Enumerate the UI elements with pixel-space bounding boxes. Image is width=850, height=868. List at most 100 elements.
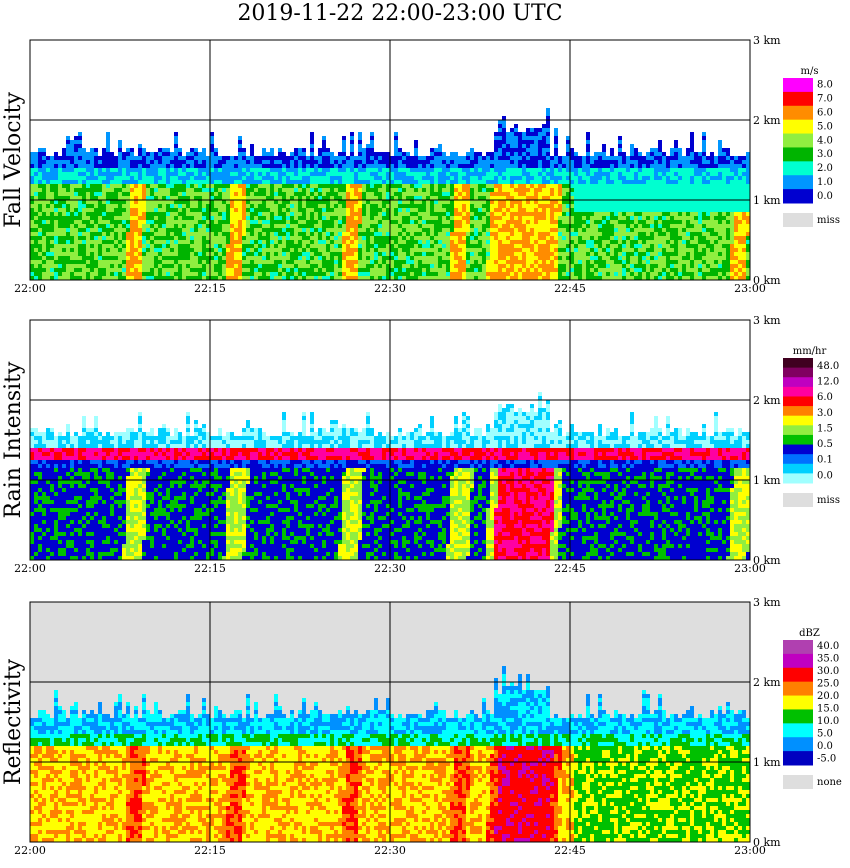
heatmap-cell xyxy=(202,260,206,264)
heatmap-cell xyxy=(394,144,398,148)
heatmap-cell xyxy=(474,164,478,168)
heatmap-cell xyxy=(470,276,474,280)
heatmap-cell xyxy=(242,220,246,224)
heatmap-cell xyxy=(558,208,562,212)
heatmap-cell xyxy=(306,220,310,224)
heatmap-cell xyxy=(126,216,130,220)
heatmap-cell xyxy=(474,168,478,172)
heatmap-cell xyxy=(214,164,218,168)
heatmap-cell xyxy=(342,268,346,272)
heatmap-cell xyxy=(626,236,630,240)
heatmap-cell xyxy=(270,232,274,236)
heatmap-cell xyxy=(74,188,78,192)
heatmap-cell xyxy=(414,240,418,244)
heatmap-cell xyxy=(242,232,246,236)
heatmap-cell xyxy=(86,220,90,224)
heatmap-cell xyxy=(390,212,394,216)
heatmap-cell xyxy=(346,160,350,164)
heatmap-cell xyxy=(222,168,226,172)
heatmap-cell xyxy=(414,196,418,200)
heatmap-cell xyxy=(530,180,534,184)
heatmap-cell xyxy=(338,204,342,208)
heatmap-cell xyxy=(274,256,278,260)
heatmap-cell xyxy=(586,168,590,172)
heatmap-cell xyxy=(390,200,394,204)
heatmap-cell xyxy=(186,268,190,272)
heatmap-cell xyxy=(426,216,430,220)
heatmap-cell xyxy=(514,156,518,160)
heatmap-cell xyxy=(150,192,154,196)
heatmap-cell xyxy=(542,124,546,128)
heatmap-cell xyxy=(246,216,250,220)
heatmap-cell xyxy=(390,164,394,168)
heatmap-cell xyxy=(310,164,314,168)
heatmap-cell xyxy=(50,236,54,240)
heatmap-cell xyxy=(58,172,62,176)
heatmap-cell xyxy=(102,148,106,152)
heatmap-cell xyxy=(490,160,494,164)
heatmap-cell xyxy=(510,224,514,228)
heatmap-cell xyxy=(550,172,554,176)
heatmap-cell xyxy=(206,256,210,260)
heatmap-cell xyxy=(430,156,434,160)
heatmap-cell xyxy=(494,132,498,136)
heatmap-cell xyxy=(158,228,162,232)
heatmap-cell xyxy=(430,164,434,168)
heatmap-cell xyxy=(606,232,610,236)
heatmap-cell xyxy=(522,156,526,160)
heatmap-cell xyxy=(594,156,598,160)
heatmap-cell xyxy=(454,248,458,252)
heatmap-cell xyxy=(526,188,530,192)
heatmap-cell xyxy=(266,172,270,176)
heatmap-cell xyxy=(546,236,550,240)
heatmap-cell xyxy=(470,244,474,248)
heatmap-cell xyxy=(194,232,198,236)
heatmap-cell xyxy=(106,224,110,228)
heatmap-cell xyxy=(506,200,510,204)
heatmap-cell xyxy=(386,180,390,184)
heatmap-cell xyxy=(334,224,338,228)
heatmap-cell xyxy=(602,188,606,192)
heatmap-cell xyxy=(350,156,354,160)
heatmap-cell xyxy=(58,248,62,252)
heatmap-cell xyxy=(626,252,630,256)
heatmap-cell xyxy=(94,196,98,200)
heatmap-cell xyxy=(370,176,374,180)
heatmap-cell xyxy=(286,176,290,180)
heatmap-cell xyxy=(454,276,458,280)
heatmap-cell xyxy=(582,240,586,244)
heatmap-cell xyxy=(490,260,494,264)
heatmap-cell xyxy=(230,192,234,196)
heatmap-cell xyxy=(358,272,362,276)
heatmap-cell xyxy=(178,168,182,172)
heatmap-cell xyxy=(306,160,310,164)
heatmap-cell xyxy=(554,192,558,196)
heatmap-cell xyxy=(314,224,318,228)
heatmap-cell xyxy=(142,164,146,168)
heatmap-cell xyxy=(326,216,330,220)
heatmap-cell xyxy=(266,224,270,228)
heatmap-cell xyxy=(402,252,406,256)
heatmap-cell xyxy=(34,208,38,212)
heatmap-cell xyxy=(186,256,190,260)
heatmap-cell xyxy=(570,156,574,160)
heatmap-cell xyxy=(298,152,302,156)
heatmap-cell xyxy=(570,204,574,208)
heatmap-cell xyxy=(558,216,562,220)
heatmap-cell xyxy=(410,204,414,208)
heatmap-cell xyxy=(486,152,490,156)
heatmap-cell xyxy=(446,224,450,228)
heatmap-cell xyxy=(414,148,418,152)
heatmap-cell xyxy=(146,236,150,240)
heatmap-cell xyxy=(54,180,58,184)
heatmap-cell xyxy=(258,212,262,216)
heatmap-cell xyxy=(418,232,422,236)
heatmap-cell xyxy=(622,228,626,232)
heatmap-cell xyxy=(130,196,134,200)
heatmap-cell xyxy=(538,192,542,196)
heatmap-cell xyxy=(546,228,550,232)
heatmap-cell xyxy=(374,192,378,196)
heatmap-cell xyxy=(118,232,122,236)
heatmap-cell xyxy=(526,276,530,280)
heatmap-cell xyxy=(30,268,34,272)
